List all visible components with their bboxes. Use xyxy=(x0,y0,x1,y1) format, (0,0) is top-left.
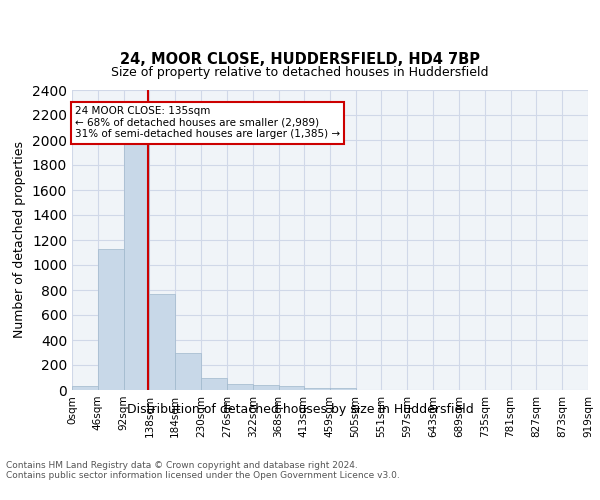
Bar xyxy=(201,378,227,390)
Bar xyxy=(304,388,330,390)
Text: Distribution of detached houses by size in Huddersfield: Distribution of detached houses by size … xyxy=(127,402,473,415)
Text: 24, MOOR CLOSE, HUDDERSFIELD, HD4 7BP: 24, MOOR CLOSE, HUDDERSFIELD, HD4 7BP xyxy=(120,52,480,68)
Text: Contains HM Land Registry data © Crown copyright and database right 2024.
Contai: Contains HM Land Registry data © Crown c… xyxy=(6,460,400,480)
Bar xyxy=(253,385,278,390)
Bar xyxy=(149,294,175,390)
Bar xyxy=(330,388,356,390)
Y-axis label: Number of detached properties: Number of detached properties xyxy=(13,142,26,338)
Bar xyxy=(175,352,201,390)
Bar xyxy=(227,384,253,390)
Text: Size of property relative to detached houses in Huddersfield: Size of property relative to detached ho… xyxy=(111,66,489,79)
Bar xyxy=(98,248,124,390)
Bar xyxy=(124,142,149,390)
Bar xyxy=(278,386,304,390)
Bar xyxy=(72,386,98,390)
Text: 24 MOOR CLOSE: 135sqm
← 68% of detached houses are smaller (2,989)
31% of semi-d: 24 MOOR CLOSE: 135sqm ← 68% of detached … xyxy=(75,106,340,140)
